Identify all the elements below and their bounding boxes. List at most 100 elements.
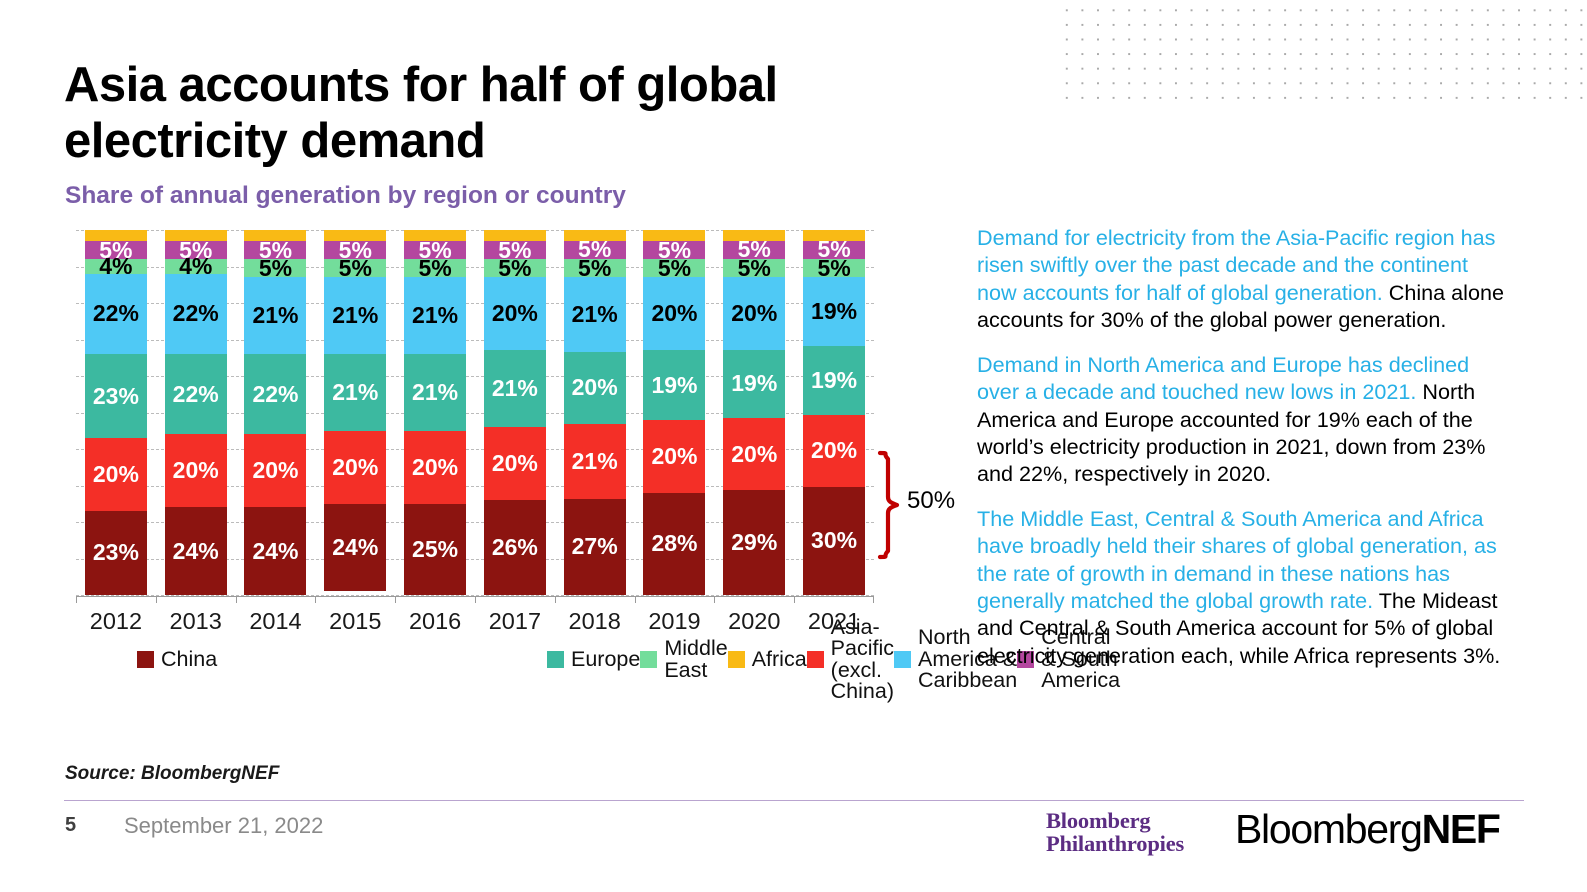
bar-column-2017[interactable]: 5% 5% 20% 21% 20% 26% xyxy=(475,230,555,595)
x-axis-label-2015: 2015 xyxy=(329,608,382,634)
bar-segment: 5% xyxy=(803,256,866,279)
bar-column-2013[interactable]: 5% 4% 22% 22% 20% 24% xyxy=(156,230,236,595)
bar-segment: 20% xyxy=(723,277,786,350)
legend-item-china[interactable]: China xyxy=(137,648,547,671)
bar-column-2021[interactable]: 5% 5% 19% 19% 20% 30% xyxy=(794,230,874,596)
x-tick xyxy=(474,596,555,603)
fifty-percent-annotation: 50% xyxy=(876,449,986,561)
bar-column-2020[interactable]: 5% 5% 20% 19% 20% 29% xyxy=(714,230,794,595)
x-tick xyxy=(76,596,156,603)
logo-line-1: Bloomberg xyxy=(1046,808,1151,833)
commentary-panel: Demand for electricity from the Asia-Pac… xyxy=(977,224,1512,686)
bar-segment: 4% xyxy=(84,255,147,277)
bar-segment xyxy=(404,230,467,241)
bar-segment: 5% xyxy=(244,238,307,261)
bar-segment: 20% xyxy=(324,430,387,504)
bar-segment: 20% xyxy=(483,427,546,501)
bar-column-2015[interactable]: 5% 5% 21% 21% 20% 24% xyxy=(315,230,395,595)
bar-segment: 22% xyxy=(244,354,307,435)
legend-item-north-america-caribbean[interactable]: North America & Caribbean xyxy=(894,627,1017,691)
commentary-highlight: The Middle East, Central & South America… xyxy=(977,505,1497,614)
bar-segment: 20% xyxy=(643,419,706,493)
bar-segment: 21% xyxy=(563,423,626,499)
bloombergnef-logo: BloombergNEF xyxy=(1235,806,1501,853)
legend-label: Europe xyxy=(571,646,641,671)
bar-column-2016[interactable]: 5% 5% 21% 21% 20% 25% xyxy=(395,230,475,595)
legend-swatch-icon xyxy=(640,651,658,668)
bar-column-2018[interactable]: 5% 5% 21% 20% 21% 27% xyxy=(555,230,635,596)
bar-segment: 21% xyxy=(244,277,307,355)
bar-column-2012[interactable]: 5% 4% 22% 23% 20% 23% xyxy=(76,230,156,595)
page-number: 5 xyxy=(65,814,77,836)
bar-segment: 20% xyxy=(563,352,626,424)
bar-segment: 5% xyxy=(404,256,467,279)
source-note: Source: BloombergNEF xyxy=(65,763,280,784)
x-tick xyxy=(315,596,395,603)
bracket-icon xyxy=(877,450,900,560)
bar-column-2014[interactable]: 5% 5% 21% 22% 20% 24% xyxy=(236,230,316,595)
x-axis-label-2017: 2017 xyxy=(488,608,542,634)
legend-swatch-icon xyxy=(727,651,745,668)
logo-line-2: Philanthropies xyxy=(1046,830,1185,856)
page-title: Asia accounts for half of global electri… xyxy=(64,58,778,168)
legend-item-asia-pacific-excl-china[interactable]: Asia-Pacific (excl. China) xyxy=(806,616,894,702)
bar-segment: 20% xyxy=(404,430,467,504)
commentary-highlight: Demand in North America and Europe has d… xyxy=(977,351,1470,405)
legend-swatch-icon xyxy=(1017,651,1035,668)
stacked-bar: 5% 5% 20% 21% 20% 26% xyxy=(483,230,546,595)
stacked-bar: 5% 5% 21% 22% 20% 24% xyxy=(244,230,307,595)
x-tick xyxy=(634,596,715,603)
bar-segment: 23% xyxy=(84,354,147,439)
x-axis-label-2021: 2021 xyxy=(807,608,861,634)
legend-label: North America & Caribbean xyxy=(918,625,1018,693)
bar-segment xyxy=(164,230,227,241)
bar-segment xyxy=(324,230,387,241)
commentary-highlight: Demand for electricity from the Asia-Pac… xyxy=(977,225,1496,305)
stacked-bar: 5% 4% 22% 23% 20% 23% xyxy=(84,230,147,595)
legend-swatch-icon xyxy=(894,651,911,668)
bar-segment: 5% xyxy=(723,256,786,279)
bar-segment: 21% xyxy=(563,277,626,353)
bar-segment: 20% xyxy=(483,277,546,351)
x-axis-label-2013: 2013 xyxy=(169,608,222,634)
x-axis-label-2014: 2014 xyxy=(249,608,302,634)
bar-segment: 5% xyxy=(483,238,546,261)
bar-segment: 21% xyxy=(404,277,467,355)
bar-segment: 5% xyxy=(723,238,786,261)
legend-item-africa[interactable]: Africa xyxy=(727,646,807,671)
bar-segment: 21% xyxy=(404,354,467,431)
commentary-body: North America and Europe accounted for 1… xyxy=(977,379,1486,487)
commentary-paragraph-2: Demand in North America and Europe has d… xyxy=(977,351,1512,488)
legend-label: Asia-Pacific (excl. China) xyxy=(830,614,894,703)
bar-segment: 28% xyxy=(643,492,706,595)
bar-segment: 24% xyxy=(164,507,227,595)
commentary-paragraph-3: The Middle East, Central & South America… xyxy=(977,505,1512,670)
bar-segment: 20% xyxy=(803,414,866,487)
bar-segment: 5% xyxy=(84,238,147,261)
bar-segment: 5% xyxy=(483,256,546,279)
bar-segment: 5% xyxy=(404,238,467,261)
bar-column-2019[interactable]: 5% 5% 20% 19% 20% 28% xyxy=(635,230,715,595)
bar-segment: 27% xyxy=(563,498,626,596)
bar-segment: 4% xyxy=(164,255,227,277)
footer-date: September 21, 2022 xyxy=(124,813,324,838)
bar-segment: 23% xyxy=(84,511,147,595)
bar-segment: 5% xyxy=(563,238,626,261)
bar-segment: 5% xyxy=(643,238,706,261)
legend-item-middle-east[interactable]: Middle East xyxy=(640,637,728,680)
x-tick xyxy=(714,596,794,603)
legend-label: Africa xyxy=(751,646,807,671)
x-axis-label-2020: 2020 xyxy=(728,608,781,634)
x-tick xyxy=(155,596,236,603)
x-axis-labels: 2012 2013 2014 2015 2016 2017 2018 2019 2020 2021 xyxy=(76,608,874,635)
bar-segment: 21% xyxy=(324,354,387,431)
legend-item-europe[interactable]: Europe xyxy=(547,648,640,671)
bar-segment xyxy=(563,230,626,241)
legend-swatch-icon xyxy=(806,651,824,668)
legend-item-central-south-america[interactable]: Central & South America xyxy=(1017,627,1120,691)
bar-segment xyxy=(723,230,786,241)
bar-segment xyxy=(643,230,706,241)
bar-segment: 20% xyxy=(244,434,307,508)
bar-segment: 20% xyxy=(723,418,786,491)
bar-segment: 24% xyxy=(244,507,307,595)
